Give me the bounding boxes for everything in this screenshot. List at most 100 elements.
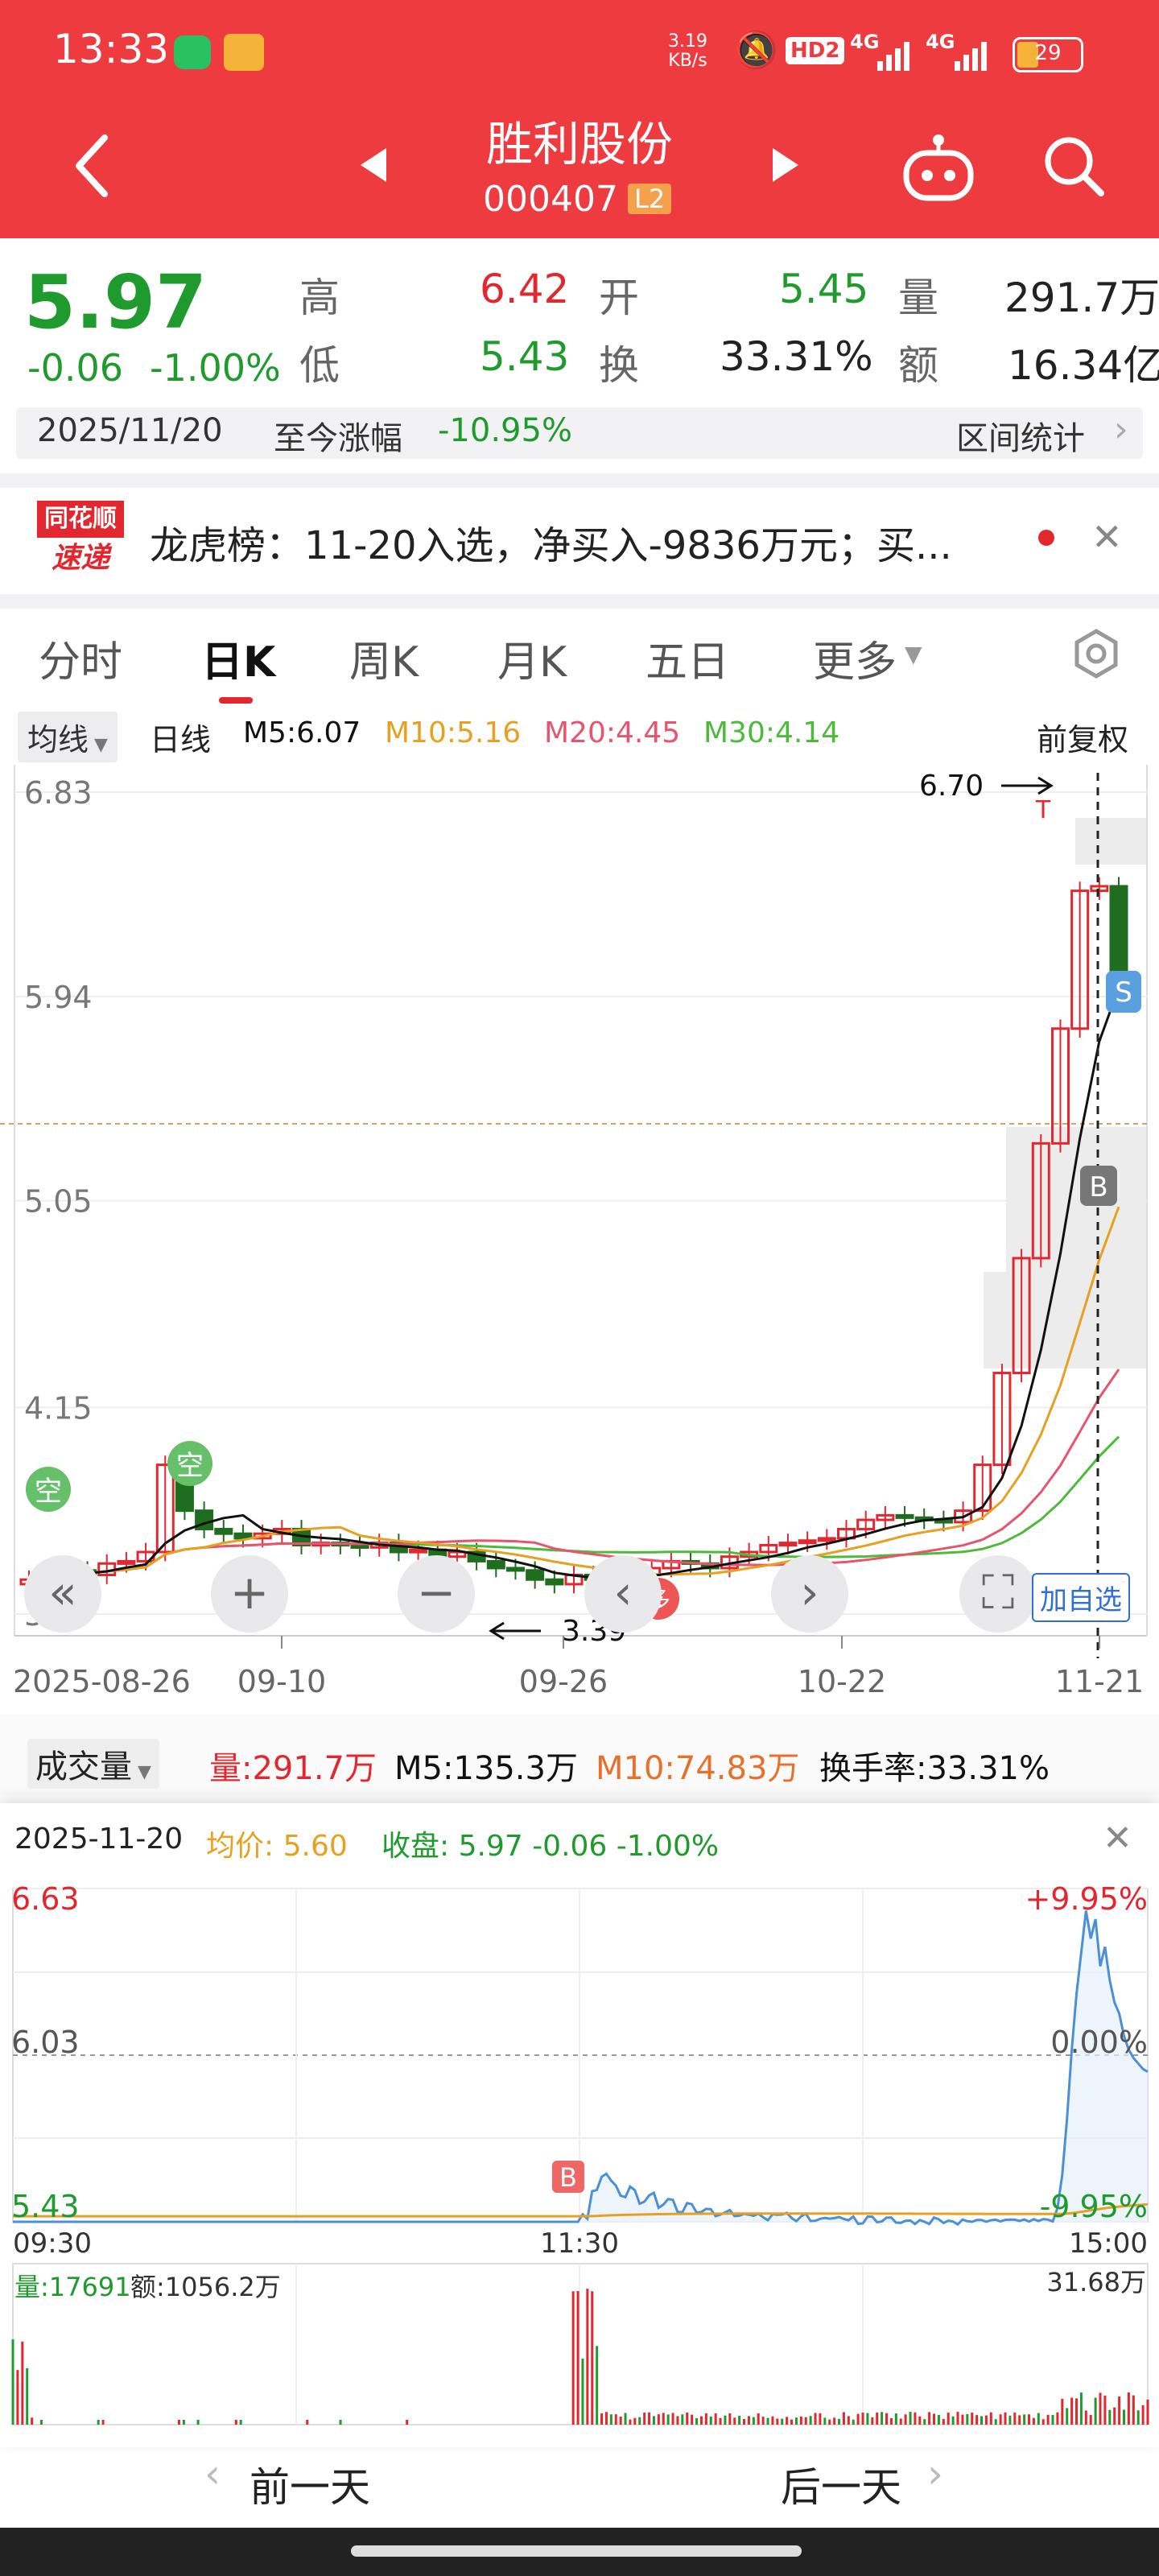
intraday-vol-bar (1008, 2416, 1011, 2425)
intraday-vol-bar (596, 2346, 598, 2425)
svg-text:B: B (559, 2162, 577, 2193)
intraday-vol-bar (691, 2415, 693, 2425)
intraday-vol-bar (1056, 2413, 1058, 2425)
zoom-in-button[interactable]: + (211, 1555, 288, 1633)
volume-label: 量 (898, 266, 938, 324)
intraday-vol-bar (610, 2414, 612, 2425)
intraday-vol-bar (676, 2416, 678, 2425)
intraday-amount: 额:1056.2万 (130, 2272, 281, 2302)
ma-select[interactable]: 均线 ▼ (18, 712, 118, 762)
intraday-vol-bar (340, 2420, 342, 2425)
intraday-vol-bar (1070, 2398, 1073, 2425)
turnover-value: 33.31% (720, 333, 873, 380)
intraday-vol-bar (852, 2420, 855, 2425)
k-candle (488, 1561, 504, 1568)
news-ticker[interactable]: 龙虎榜：11-20入选，净买入-9836万元；买... (150, 514, 952, 570)
open-value: 5.45 (779, 266, 868, 312)
intraday-vol-bar (833, 2417, 835, 2425)
scroll-start-button[interactable]: « (24, 1555, 101, 1633)
intraday-vol-bar (686, 2413, 688, 2425)
intraday-vol-bar (952, 2417, 955, 2425)
k-xtick-label: 09-10 (237, 1664, 326, 1699)
next-day-button[interactable]: 后一天 (781, 2455, 901, 2513)
k-candle (410, 1550, 427, 1552)
more-dropdown-icon: ▼ (905, 641, 922, 667)
intraday-vol-bar (743, 2419, 745, 2425)
tab-weekly-k[interactable]: 周K (349, 628, 419, 688)
intraday-pct-low: -9.95% (1040, 2189, 1148, 2224)
tab-daily-k[interactable]: 日K (201, 628, 275, 688)
intraday-vol-bar (615, 2414, 617, 2425)
k-candle (897, 1515, 913, 1517)
close-popup-icon[interactable]: ✕ (1103, 1818, 1132, 1859)
intraday-vol-bar (620, 2417, 622, 2425)
tab-monthly-k[interactable]: 月K (497, 628, 567, 688)
tab-intraday[interactable]: 分时 (39, 628, 122, 688)
intraday-vol-bar (658, 2414, 660, 2425)
robot-assistant-icon[interactable] (901, 132, 975, 201)
scroll-right-button[interactable]: › (771, 1555, 848, 1633)
k-ytick: 5.94 (24, 980, 93, 1015)
close-news-icon[interactable]: ✕ (1091, 515, 1123, 559)
period-label[interactable]: 日线 (150, 715, 211, 759)
turnover-rate-label: 换手率:33.31% (819, 1742, 1050, 1789)
intraday-vol-bar (26, 2368, 28, 2425)
intraday-vol-bar (728, 2413, 731, 2425)
fullscreen-button[interactable]: ⛶ (959, 1555, 1037, 1633)
intraday-vol-bar (1103, 2396, 1106, 2425)
intraday-vol-bar (800, 2417, 802, 2425)
zoom-out-button[interactable]: − (398, 1555, 475, 1633)
adjust-mode[interactable]: 前复权 (1037, 715, 1128, 759)
intraday-vol-bar (1018, 2415, 1021, 2425)
intraday-vol-bar (795, 2417, 798, 2425)
add-watchlist-button[interactable]: 加自选 (1032, 1573, 1130, 1622)
active-tab-indicator (219, 697, 253, 704)
battery-icon: 29 (1013, 37, 1083, 72)
tab-more[interactable]: 更多 (813, 628, 897, 688)
intraday-vol-bar (720, 2418, 722, 2425)
svg-text:空: 空 (35, 1476, 62, 1508)
high-value: 6.42 (480, 266, 569, 312)
intraday-vol-bar (895, 2413, 897, 2425)
intraday-vol-bar (838, 2419, 840, 2425)
ma5-value: M5:6.07 (243, 716, 361, 749)
intraday-y-mid: 6.03 (11, 2025, 80, 2060)
level2-badge[interactable]: L2 (628, 184, 671, 214)
tab-five-day[interactable]: 五日 (645, 628, 729, 688)
intraday-vol-bar (805, 2417, 807, 2425)
prev-day-button[interactable]: 前一天 (250, 2455, 370, 2513)
chevron-left-icon: ‹ (204, 2450, 221, 2497)
search-icon[interactable] (1041, 134, 1106, 198)
intraday-vol-bar (1147, 2400, 1149, 2425)
k-candle (118, 1561, 134, 1563)
intraday-vol-bar (786, 2417, 788, 2425)
intraday-vol-bar (16, 2370, 19, 2425)
settings-hexagon-icon[interactable] (1070, 628, 1122, 679)
scroll-left-button[interactable]: ‹ (584, 1555, 662, 1633)
signal-bars-2-icon (955, 39, 995, 71)
intraday-vol-bar (97, 2420, 100, 2425)
intraday-vol-bar (1047, 2415, 1050, 2425)
intraday-vol: 量:17691 (14, 2272, 131, 2302)
intraday-vol-bar (1004, 2413, 1007, 2425)
intraday-vol-bar (633, 2418, 636, 2425)
intraday-chart[interactable]: B 6.63 6.03 5.43 +9.95% 0.00% -9.95% 09:… (0, 1876, 1159, 2439)
ma10-value: M10:5.16 (385, 716, 521, 749)
app-header: 13:33 3.19 KB/s 🔕 HD2 4G 4G 29 胜利股份 00040… (0, 0, 1159, 238)
interval-stats-link[interactable]: 区间统计 (956, 412, 1085, 459)
k-candle (235, 1534, 251, 1538)
intraday-vol-bar (885, 2413, 888, 2425)
svg-text:空: 空 (176, 1450, 204, 1482)
next-stock-icon[interactable] (769, 145, 802, 185)
intraday-vol-bar (871, 2417, 873, 2425)
home-indicator (351, 2545, 802, 2557)
indicator-select[interactable]: 成交量 ▼ (27, 1739, 159, 1789)
back-icon[interactable] (72, 134, 113, 198)
intraday-vol-bar (700, 2417, 703, 2425)
intraday-vol-bar (1066, 2408, 1068, 2425)
since-date-bar: 2025/11/20 至今涨幅 -10.95% 区间统计 › (16, 407, 1143, 459)
mute-icon: 🔕 (734, 29, 778, 71)
intraday-vol-bar (235, 2420, 237, 2425)
prev-stock-icon[interactable] (357, 145, 390, 185)
intraday-vol-bar (178, 2420, 180, 2425)
